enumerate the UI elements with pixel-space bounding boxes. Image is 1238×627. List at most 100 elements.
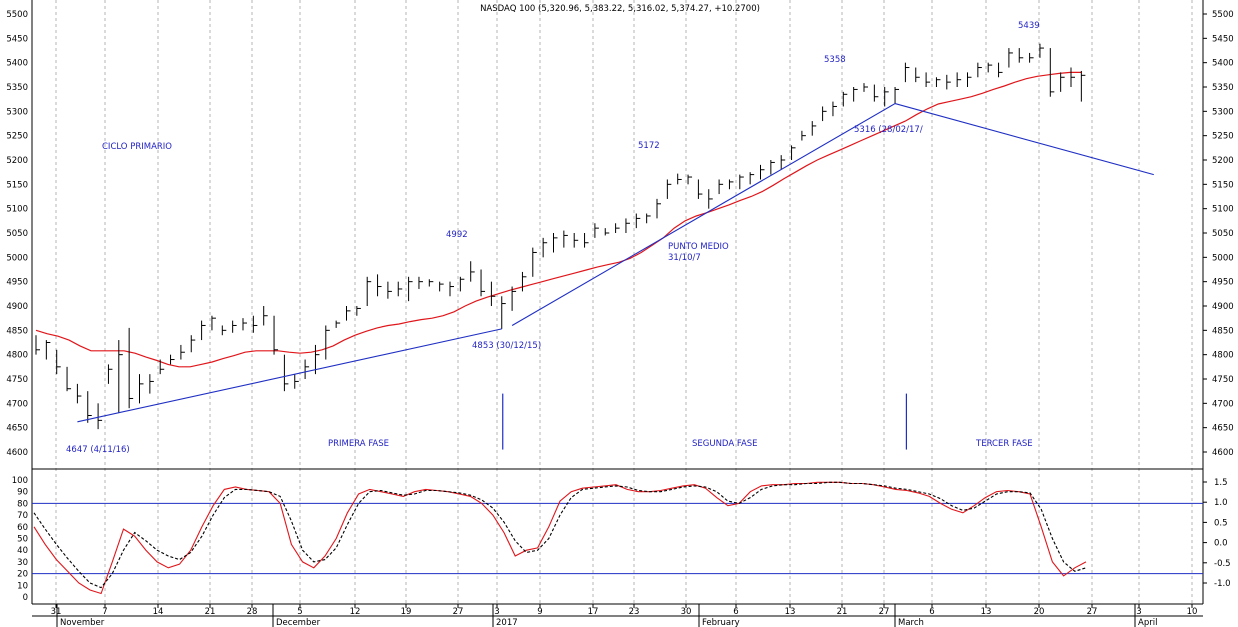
x-month-label: March	[898, 618, 924, 627]
y-tick-label-right: 5250	[1212, 132, 1234, 142]
y-tick-label-left: 5400	[6, 59, 28, 69]
x-day-label: 20	[1034, 607, 1045, 617]
osc-tick-label-left: 100	[12, 476, 28, 486]
x-day-label: 28	[247, 607, 258, 617]
y-tick-label-right: 4650	[1212, 424, 1234, 434]
annotation-5358: 5358	[824, 55, 846, 65]
trendline	[511, 103, 896, 326]
y-tick-label-left: 5050	[6, 229, 28, 239]
y-tick-label-right: 4750	[1212, 375, 1234, 385]
y-tick-label-right: 4900	[1212, 302, 1234, 312]
osc-signal-line	[33, 481, 1087, 589]
osc-tick-label-right: 1.0	[1214, 498, 1228, 508]
osc-tick-label-left: 90	[17, 488, 28, 498]
x-day-label: 27	[453, 607, 464, 617]
osc-tick-label-left: 20	[17, 570, 28, 580]
oscillator-reference-lines	[32, 502, 1203, 575]
x-day-label: 9	[537, 607, 542, 617]
oscillator-lines	[33, 481, 1087, 595]
osc-tick-label-left: 10	[17, 581, 28, 591]
annotation-low-4647: 4647 (4/11/16)	[66, 445, 130, 455]
x-day-label: 6	[733, 607, 738, 617]
y-tick-label-left: 5300	[6, 107, 28, 117]
osc-tick-label-right: 0.0	[1214, 539, 1228, 549]
annotation-punto-medio-date: 31/10/7	[668, 253, 701, 263]
annotation-tercer-fase: TERCER FASE	[975, 439, 1033, 449]
x-day-label: 31	[51, 607, 62, 617]
x-month-label: December	[276, 618, 321, 627]
price-axis-left: 5500 5450 5400 5350 5300 5250 5200 5150 5100 5050…	[6, 10, 28, 458]
annotation-primera-fase: PRIMERA FASE	[328, 439, 389, 449]
x-day-label: 27	[879, 607, 890, 617]
osc-tick-label-left: 0	[23, 593, 28, 603]
osc-tick-label-right: 1.5	[1214, 478, 1228, 488]
chart-title: NASDAQ 100 (5,320.96, 5,383.22, 5,316.02…	[480, 4, 760, 14]
y-tick-label-left: 5450	[6, 34, 28, 44]
annotation-low-4853: 4853 (30/12/15)	[472, 341, 541, 351]
y-tick-label-left: 5000	[6, 253, 28, 263]
trendline	[894, 103, 1154, 176]
x-day-label: 6	[929, 607, 934, 617]
osc-tick-label-left: 60	[17, 523, 28, 533]
x-day-label: 17	[588, 607, 599, 617]
x-day-label: 10	[1187, 607, 1198, 617]
y-tick-label-left: 4850	[6, 326, 28, 336]
y-tick-label-left: 4800	[6, 351, 28, 361]
osc-tick-label-left: 80	[17, 499, 28, 509]
osc-tick-label-right: -0.5	[1214, 559, 1231, 569]
y-tick-label-right: 5400	[1212, 59, 1234, 69]
annotation-low-5316: 5316 (28/02/17/	[854, 125, 923, 135]
y-tick-label-left: 4950	[6, 278, 28, 288]
y-tick-label-left: 5200	[6, 156, 28, 166]
x-day-label: 3	[494, 607, 499, 617]
osc-tick-label-left: 30	[17, 558, 28, 568]
x-day-label: 21	[205, 607, 216, 617]
osc-tick-label-right: 0.5	[1214, 518, 1228, 528]
x-month-label: February	[702, 618, 740, 627]
moving-average-path	[35, 71, 1082, 368]
y-tick-label-right: 4800	[1212, 351, 1234, 361]
x-month-label: April	[1138, 618, 1157, 627]
y-tick-label-left: 4750	[6, 375, 28, 385]
oscillator-axis-right: 1.5 1.0 0.5 0.0 -0.5 -1.0	[1203, 478, 1231, 589]
osc-tick-label-left: 70	[17, 511, 28, 521]
date-axis-months: November December 2017 February March April	[32, 604, 1203, 627]
y-tick-label-right: 4600	[1212, 448, 1234, 458]
vertical-grid	[55, 0, 1193, 604]
price-axis-right: 5500 5450 5400 5350 5300 5250 5200 5150 5100 5050…	[1203, 10, 1234, 458]
y-tick-label-right: 5150	[1212, 180, 1234, 190]
x-day-label: 5	[297, 607, 302, 617]
y-tick-label-left: 4650	[6, 424, 28, 434]
trendline	[77, 328, 502, 423]
annotation-segunda-fase: SEGUNDA FASE	[692, 439, 758, 449]
y-tick-label-right: 4850	[1212, 326, 1234, 336]
y-tick-label-left: 5250	[6, 132, 28, 142]
x-month-label: November	[60, 618, 105, 627]
annotation-punto-medio: PUNTO MEDIO	[668, 242, 729, 252]
y-tick-label-right: 5350	[1212, 83, 1234, 93]
annotation-5172: 5172	[638, 141, 660, 151]
y-tick-label-left: 5150	[6, 180, 28, 190]
y-tick-label-left: 4600	[6, 448, 28, 458]
x-day-label: 27	[1087, 607, 1098, 617]
x-month-label: 2017	[496, 618, 518, 627]
x-day-label: 3	[1136, 607, 1141, 617]
annotation-ciclo-primario: CICLO PRIMARIO	[102, 142, 172, 152]
osc-main-line	[33, 481, 1087, 595]
y-tick-label-left: 5500	[6, 10, 28, 20]
annotation-5439: 5439	[1018, 21, 1040, 31]
y-tick-label-right: 5200	[1212, 156, 1234, 166]
moving-average-line	[35, 71, 1082, 368]
x-day-label: 7	[102, 607, 107, 617]
x-day-label: 13	[981, 607, 992, 617]
y-tick-label-left: 5100	[6, 205, 28, 215]
y-tick-label-left: 4900	[6, 302, 28, 312]
osc-tick-label-left: 40	[17, 546, 28, 556]
y-tick-label-right: 5000	[1212, 253, 1234, 263]
x-day-label: 19	[401, 607, 412, 617]
y-tick-label-right: 5450	[1212, 34, 1234, 44]
x-day-label: 23	[629, 607, 640, 617]
